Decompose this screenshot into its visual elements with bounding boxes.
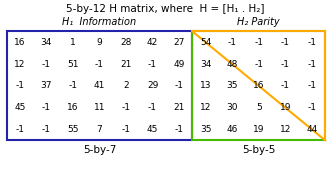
Text: 51: 51	[67, 60, 79, 69]
Text: 12: 12	[14, 60, 25, 69]
Text: -1: -1	[281, 60, 290, 69]
Text: -1: -1	[281, 81, 290, 90]
Text: 45: 45	[147, 125, 158, 134]
Text: -1: -1	[121, 103, 131, 112]
Text: 16: 16	[14, 38, 26, 47]
Text: 7: 7	[97, 125, 102, 134]
Text: H₂ Parity: H₂ Parity	[237, 17, 280, 27]
Text: 35: 35	[200, 125, 212, 134]
Text: -1: -1	[16, 125, 24, 134]
Text: -1: -1	[121, 125, 131, 134]
Text: 28: 28	[120, 38, 132, 47]
Text: -1: -1	[42, 103, 51, 112]
Text: 1: 1	[70, 38, 76, 47]
Text: -1: -1	[254, 60, 263, 69]
Text: 16: 16	[253, 81, 264, 90]
Text: -1: -1	[148, 60, 157, 69]
Text: -1: -1	[68, 81, 78, 90]
Text: -1: -1	[254, 38, 263, 47]
Text: 49: 49	[173, 60, 185, 69]
Text: 5-by-12 H matrix, where  H = [H₁ . H₂]: 5-by-12 H matrix, where H = [H₁ . H₂]	[66, 4, 264, 14]
Text: 42: 42	[147, 38, 158, 47]
Text: 55: 55	[67, 125, 79, 134]
Text: -1: -1	[307, 38, 316, 47]
Text: -1: -1	[16, 81, 24, 90]
Text: -1: -1	[95, 60, 104, 69]
Text: 19: 19	[253, 125, 264, 134]
Text: 34: 34	[41, 38, 52, 47]
Text: -1: -1	[228, 38, 237, 47]
Text: 35: 35	[226, 81, 238, 90]
Text: -1: -1	[42, 125, 51, 134]
Bar	[192, 31, 325, 140]
Text: 46: 46	[226, 125, 238, 134]
Text: 21: 21	[120, 60, 132, 69]
Text: 30: 30	[226, 103, 238, 112]
Text: 13: 13	[200, 81, 212, 90]
Text: 5-by-7: 5-by-7	[83, 146, 116, 155]
Text: 48: 48	[226, 60, 238, 69]
Text: 45: 45	[14, 103, 25, 112]
Text: 12: 12	[200, 103, 211, 112]
Text: 34: 34	[200, 60, 211, 69]
Text: 37: 37	[41, 81, 52, 90]
Text: 19: 19	[280, 103, 291, 112]
Text: -1: -1	[307, 60, 316, 69]
Text: 16: 16	[67, 103, 79, 112]
Text: 9: 9	[97, 38, 102, 47]
Text: -1: -1	[307, 103, 316, 112]
Text: 54: 54	[200, 38, 211, 47]
Bar	[7, 31, 192, 140]
Text: -1: -1	[42, 60, 51, 69]
Text: 29: 29	[147, 81, 158, 90]
Text: 5-by-5: 5-by-5	[242, 146, 276, 155]
Text: -1: -1	[148, 103, 157, 112]
Text: -1: -1	[175, 125, 183, 134]
Text: 27: 27	[173, 38, 185, 47]
Text: 12: 12	[280, 125, 291, 134]
Text: 21: 21	[173, 103, 185, 112]
Text: -1: -1	[175, 81, 183, 90]
Text: -1: -1	[281, 38, 290, 47]
Text: 41: 41	[94, 81, 105, 90]
Text: 5: 5	[256, 103, 262, 112]
Text: 44: 44	[306, 125, 317, 134]
Text: -1: -1	[307, 81, 316, 90]
Text: H₁  Information: H₁ Information	[62, 17, 137, 27]
Text: 2: 2	[123, 81, 129, 90]
Text: 11: 11	[94, 103, 105, 112]
